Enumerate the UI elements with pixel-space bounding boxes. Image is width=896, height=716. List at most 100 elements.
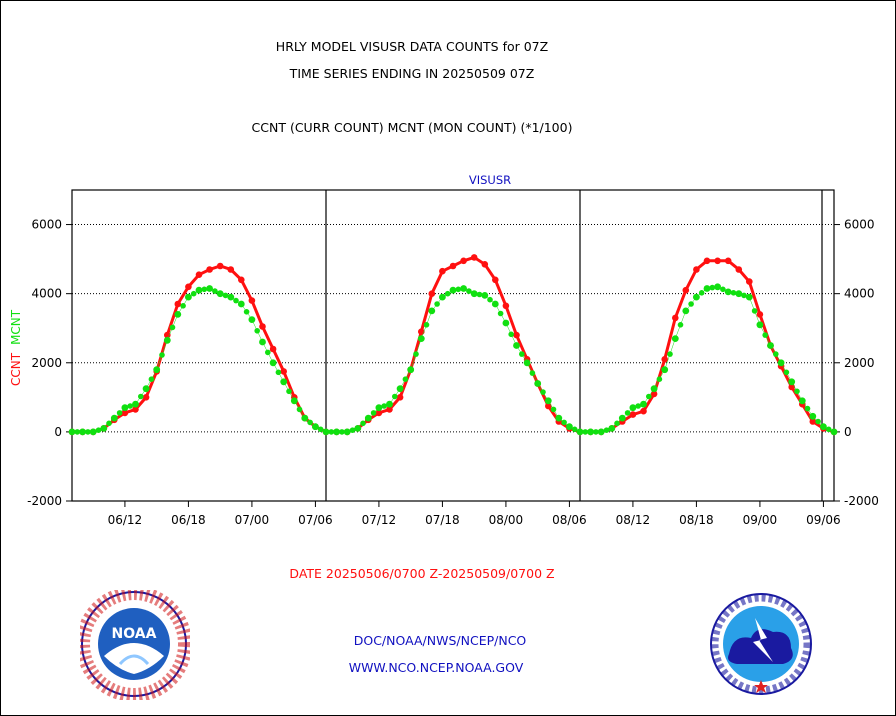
series-mid-point-mcnt: [201, 286, 208, 293]
series-mid-point-mcnt: [402, 376, 409, 383]
series-point-ccnt: [470, 254, 478, 261]
series-mid-point-mcnt: [624, 410, 631, 416]
series-point-mcnt: [629, 404, 637, 412]
x-tick-label-6: 08/00: [489, 513, 524, 527]
series-point-mcnt: [502, 319, 510, 327]
series-mid-point-mcnt: [275, 369, 282, 376]
series-point-mcnt: [671, 335, 679, 342]
series-point-mcnt: [174, 311, 182, 318]
series-point-ccnt: [481, 261, 489, 268]
series-mid-point-mcnt: [762, 332, 768, 338]
series-point-mcnt: [566, 423, 573, 431]
series-point-mcnt: [555, 414, 563, 422]
chart-inner-title: VISUSR: [469, 173, 511, 187]
y-tick-label-right-3: 4000: [844, 287, 875, 301]
series-point-mcnt: [259, 338, 266, 346]
series-mid-point-mcnt: [106, 420, 112, 427]
series-point-mcnt: [809, 412, 817, 420]
x-tick-label-5: 07/18: [425, 513, 460, 527]
series-mid-point-mcnt: [169, 324, 176, 331]
series-mid-point-mcnt: [603, 427, 610, 434]
series-mid-point-mcnt: [127, 403, 133, 409]
series-mid-point-mcnt: [751, 308, 758, 314]
series-mid-point-mcnt: [392, 393, 398, 400]
series-point-ccnt: [460, 257, 467, 265]
series-point-mcnt: [523, 359, 531, 367]
org-path-label: DOC/NOAA/NWS/NCEP/NCO: [353, 633, 527, 648]
series-mid-point-mcnt: [296, 406, 303, 413]
series-mid-point-mcnt: [444, 290, 451, 297]
series-point-ccnt: [132, 406, 139, 413]
series-point-mcnt: [227, 293, 235, 301]
series-point-ccnt: [703, 257, 711, 265]
series-mid-point-mcnt: [455, 286, 462, 293]
series-point-ccnt: [650, 390, 658, 398]
series-mid-point-mcnt: [635, 403, 641, 409]
series-point-mcnt: [587, 428, 594, 436]
y-tick-label-right-4: 6000: [844, 218, 875, 232]
series-point-mcnt: [470, 290, 478, 298]
series-point-ccnt: [809, 418, 817, 425]
series-mid-point-mcnt: [423, 322, 430, 328]
series-point-mcnt: [364, 414, 372, 422]
chart-title-line2: TIME SERIES ENDING IN 20250509 07Z: [289, 66, 535, 81]
series-mid-point-mcnt: [116, 410, 123, 416]
series-point-mcnt: [407, 366, 415, 374]
series-mid-point-mcnt: [339, 429, 345, 435]
series-point-ccnt: [269, 345, 277, 353]
series-point-mcnt: [343, 428, 351, 436]
series-point-ccnt: [121, 409, 129, 417]
series-mid-point-mcnt: [825, 426, 832, 433]
series-mid-point-mcnt: [540, 389, 546, 395]
series-mid-point-mcnt: [222, 292, 229, 299]
series-point-mcnt: [237, 300, 245, 308]
chart-title-line1: HRLY MODEL VISUSR DATA COUNTS for 07Z: [275, 39, 549, 54]
y-axis-label: CCNT MCNT: [9, 309, 23, 386]
series-mid-point-mcnt: [709, 284, 716, 291]
series-point-ccnt: [756, 311, 764, 318]
series-point-mcnt: [703, 285, 711, 292]
series-mid-point-mcnt: [698, 290, 705, 296]
series-point-ccnt: [661, 356, 668, 363]
series-point-mcnt: [650, 385, 658, 393]
series-mid-point-mcnt: [773, 351, 779, 357]
series-point-mcnt: [132, 400, 139, 408]
series-point-ccnt: [545, 402, 552, 410]
series-mid-point-mcnt: [688, 301, 694, 307]
series-mid-point-mcnt: [466, 288, 472, 294]
series-point-ccnt: [449, 262, 457, 270]
series-point-ccnt: [640, 407, 647, 415]
x-tick-label-1: 06/18: [171, 513, 206, 527]
series-line-ccnt: [72, 255, 835, 434]
series-mid-point-mcnt: [487, 296, 493, 303]
series-mid-point-mcnt: [328, 429, 335, 435]
series-mid-point-mcnt: [243, 309, 250, 315]
series-mid-point-mcnt: [720, 286, 726, 293]
series-mid-point-mcnt: [677, 322, 684, 328]
date-range-label: DATE 20250506/0700 Z-20250509/0700 Z: [289, 566, 555, 581]
series-point-mcnt: [544, 397, 552, 405]
y-tick-label-right-2: 2000: [844, 356, 875, 370]
series-point-mcnt: [322, 428, 330, 436]
series-point-mcnt: [163, 336, 171, 344]
series-mid-point-mcnt: [550, 406, 557, 413]
series-mid-point-mcnt: [593, 429, 599, 435]
series-point-mcnt: [756, 321, 764, 329]
series-mid-point-mcnt: [159, 352, 165, 358]
series-point-ccnt: [174, 300, 182, 308]
series-point-ccnt: [238, 276, 245, 284]
series-point-mcnt: [714, 283, 721, 291]
series-point-mcnt: [576, 428, 584, 436]
y-axis-label-mcnt: MCNT: [9, 309, 23, 345]
series-mid-point-mcnt: [561, 419, 567, 426]
series-point-mcnt: [798, 397, 806, 405]
series-point-ccnt: [195, 271, 203, 279]
x-tick-label-2: 07/00: [235, 513, 270, 527]
series-point-ccnt: [788, 383, 795, 391]
chart-subtitle: CCNT (CURR COUNT) MCNT (MON COUNT) (*1/1…: [251, 120, 573, 135]
series-mid-point-mcnt: [360, 420, 366, 427]
series-point-ccnt: [280, 368, 288, 375]
series-mid-point-mcnt: [741, 292, 747, 299]
series-mid-point-mcnt: [804, 405, 811, 412]
series-point-mcnt: [396, 385, 404, 393]
